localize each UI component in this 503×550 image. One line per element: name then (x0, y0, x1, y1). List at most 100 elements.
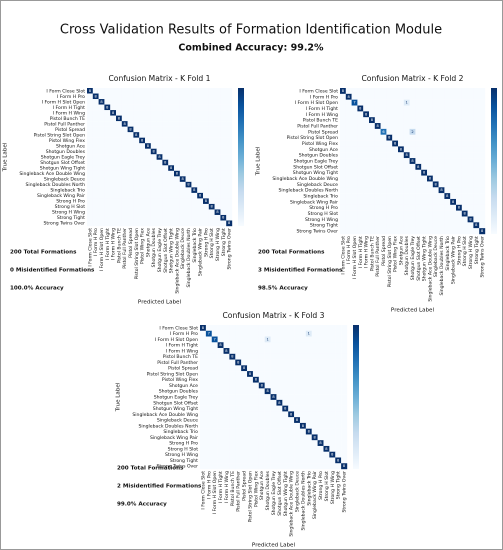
cell (415, 228, 422, 235)
cell (351, 146, 358, 153)
cell (305, 325, 312, 331)
cell (294, 325, 301, 331)
cell (276, 348, 283, 354)
cell (208, 104, 215, 111)
cell (235, 417, 242, 424)
summary-note: 99.0% Accuracy (117, 502, 167, 508)
cell (208, 203, 215, 210)
cell (369, 175, 375, 182)
cell (432, 204, 439, 211)
cell (467, 146, 474, 153)
cell (380, 146, 387, 153)
y-tick-label: Strong Twins Over (157, 464, 199, 470)
cell (369, 134, 375, 141)
cell (145, 198, 151, 205)
cell (305, 428, 312, 435)
cell (229, 440, 236, 447)
cell (357, 152, 364, 159)
cell (386, 175, 393, 182)
cell (380, 140, 387, 147)
x-tick-label: Singleback Trio (306, 471, 312, 506)
cell (369, 140, 375, 147)
cell (421, 204, 428, 211)
cell (438, 105, 445, 112)
cell (317, 457, 324, 464)
cell (156, 93, 163, 100)
cell (329, 445, 336, 452)
cell (438, 158, 445, 165)
cell (467, 128, 474, 135)
cell (162, 159, 169, 166)
cell (299, 422, 307, 429)
cell (217, 336, 224, 343)
cell (450, 117, 457, 124)
cell (116, 192, 122, 199)
cell (427, 146, 433, 153)
x-tick-label: Singleback Ace Double Wing (174, 228, 180, 294)
cell (374, 181, 381, 188)
cell (226, 110, 233, 116)
cell (87, 121, 93, 127)
cell (329, 434, 336, 441)
x-tick-label: Singleback Ace Double Wing (289, 471, 295, 537)
cell (121, 181, 128, 188)
cell (168, 115, 175, 122)
cell (104, 121, 111, 127)
x-tick-label: I Form H Pro (93, 228, 99, 256)
cell (461, 204, 468, 211)
cell (252, 342, 259, 349)
cell (276, 388, 283, 395)
cell (264, 457, 271, 464)
cell (110, 110, 117, 116)
cell (317, 348, 324, 354)
cell (110, 93, 117, 100)
cell (156, 165, 163, 171)
cell (345, 128, 352, 135)
cell (427, 152, 433, 159)
cell (98, 198, 105, 205)
cell (150, 220, 157, 227)
cell (294, 382, 301, 389)
cell (241, 440, 248, 447)
cell (323, 336, 330, 343)
cell (311, 434, 318, 441)
cell (223, 411, 230, 418)
cell (127, 187, 134, 194)
cell (241, 336, 248, 343)
cell (235, 422, 242, 429)
cell (87, 220, 93, 227)
cell (220, 181, 227, 188)
cell-label: 8 (141, 138, 144, 142)
cell (456, 204, 462, 211)
cell (252, 434, 259, 441)
cell (174, 154, 180, 160)
cell (444, 198, 451, 205)
cell (369, 222, 375, 229)
cell (341, 325, 348, 331)
cell (110, 115, 117, 122)
cell (127, 170, 134, 177)
cell (200, 463, 207, 470)
cell (467, 204, 474, 211)
cell (351, 228, 358, 235)
cell (252, 405, 259, 412)
cell-label: 8 (202, 326, 205, 330)
cell (226, 214, 233, 221)
cell (369, 187, 375, 194)
cell-label: 8 (458, 206, 461, 210)
cell (427, 158, 433, 165)
cell (98, 220, 105, 227)
cell (427, 134, 433, 141)
x-tick-label: I Form H Slot Open (99, 228, 105, 271)
cell (438, 140, 445, 147)
cell (168, 148, 175, 155)
cell (409, 204, 416, 211)
cell (409, 111, 416, 118)
cell (479, 128, 486, 135)
cell (162, 137, 169, 144)
cell (92, 104, 99, 111)
cell (305, 371, 312, 378)
x-tick-label: I Form H Slot Open (352, 236, 358, 279)
cell (444, 210, 451, 217)
cell (341, 463, 348, 470)
